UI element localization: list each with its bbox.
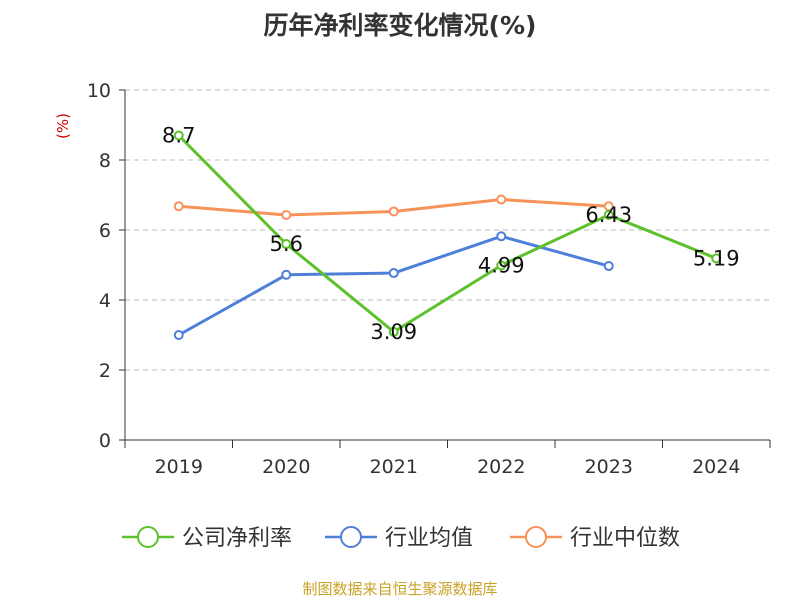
x-tick-label: 2023 xyxy=(585,456,633,478)
x-tick-label: 2024 xyxy=(692,456,740,478)
legend-item[interactable]: 公司净利率 xyxy=(122,526,292,551)
y-tick-label: 6 xyxy=(99,220,111,242)
series xyxy=(173,130,722,340)
data-point xyxy=(388,206,399,217)
x-tick-label: 2020 xyxy=(262,456,310,478)
x-tick-label: 2022 xyxy=(477,456,525,478)
x-tick-label: 2021 xyxy=(370,456,418,478)
grid-lines xyxy=(125,89,770,371)
legend-label: 行业中位数 xyxy=(570,526,680,551)
y-tick-label: 4 xyxy=(99,290,111,312)
data-point xyxy=(173,330,184,340)
y-tick-label: 10 xyxy=(87,80,111,102)
data-point xyxy=(281,239,292,249)
x-tick-label: 2019 xyxy=(155,456,203,478)
axes: 0 2 4 6 8 10 2019 2020 2021 2022 2023 2024 xyxy=(87,80,771,478)
y-tick-label: 8 xyxy=(99,150,111,172)
data-point xyxy=(173,130,184,141)
data-point xyxy=(496,231,507,242)
y-tick-label: 0 xyxy=(99,430,111,452)
data-label: 5.19 xyxy=(693,246,740,270)
chart-title: 历年净利率变化情况(%) xyxy=(263,11,537,40)
legend-label: 公司净利率 xyxy=(182,526,292,551)
data-label: 3.09 xyxy=(370,320,417,344)
data-point xyxy=(603,209,614,220)
source-note: 制图数据来自恒生聚源数据库 xyxy=(302,580,498,598)
data-label: 4.99 xyxy=(478,253,525,277)
data-point xyxy=(281,209,292,220)
legend-marker-icon xyxy=(525,526,547,548)
legend-item[interactable]: 行业中位数 xyxy=(510,526,680,551)
legend-item[interactable]: 行业均值 xyxy=(325,526,473,551)
data-point xyxy=(281,269,292,280)
legend-label: 行业均值 xyxy=(385,526,473,551)
data-label: 8.7 xyxy=(162,124,195,148)
legend: 公司净利率 行业均值 行业中位数 xyxy=(122,526,680,551)
data-point xyxy=(173,201,184,212)
legend-marker-icon xyxy=(137,526,159,548)
data-label: 5.6 xyxy=(270,232,303,256)
data-point xyxy=(388,268,399,279)
y-axis-unit-label: (%) xyxy=(54,113,72,139)
data-point xyxy=(388,326,399,337)
y-tick-label: 2 xyxy=(99,360,111,382)
data-point xyxy=(496,260,507,271)
series-line xyxy=(177,134,717,334)
data-labels: 8.7 5.6 3.09 4.99 6.43 5.19 xyxy=(162,124,740,344)
data-label: 6.43 xyxy=(585,203,632,227)
data-point xyxy=(603,261,614,272)
data-point xyxy=(711,253,722,264)
data-point xyxy=(496,194,507,205)
legend-marker-icon xyxy=(340,526,362,548)
